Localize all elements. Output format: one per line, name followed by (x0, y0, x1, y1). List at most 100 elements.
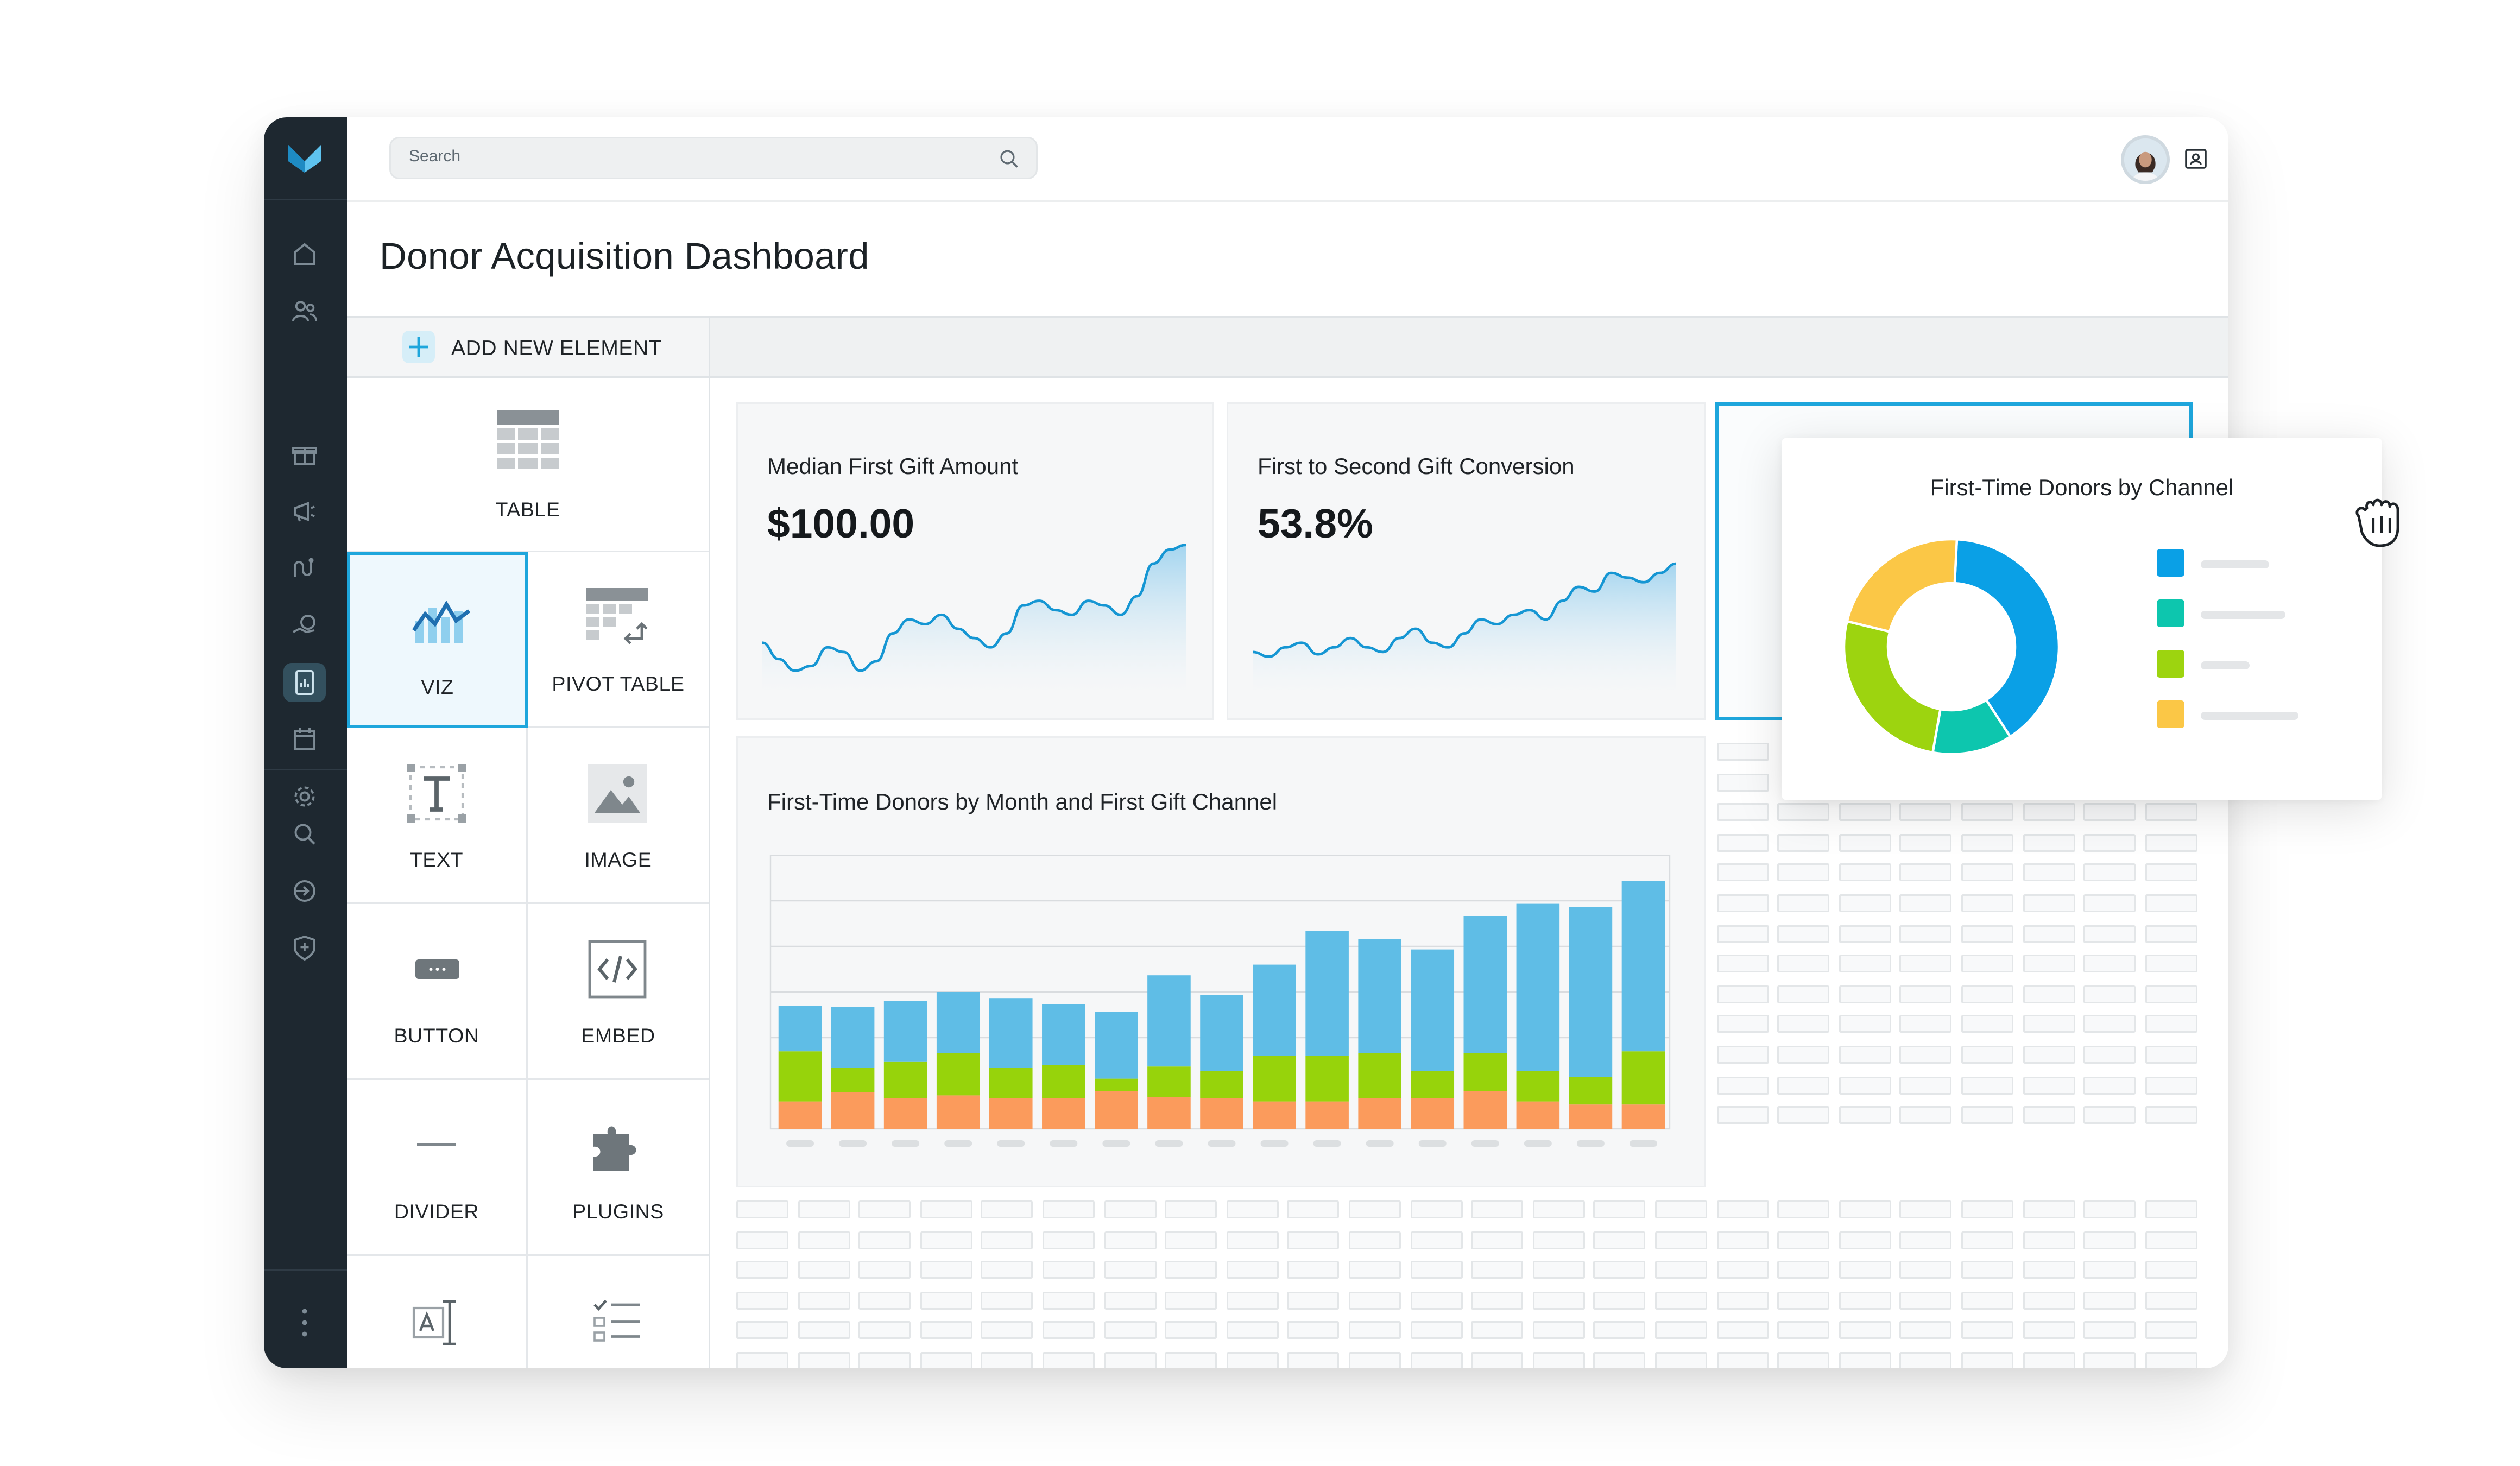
add-new-element-label: ADD NEW ELEMENT (451, 336, 662, 360)
bar-segment (778, 1101, 822, 1129)
bar-segment (1516, 1101, 1560, 1129)
grid-placeholder-cell (1716, 803, 1769, 822)
palette-item-input[interactable] (347, 1256, 528, 1368)
grid-placeholder-cell (1655, 1321, 1707, 1339)
grid-placeholder-cell (797, 1230, 850, 1249)
rail-divider (264, 1269, 347, 1271)
plus-icon (402, 331, 435, 363)
grid-placeholder-cell (2022, 1076, 2075, 1094)
grid-placeholder-cell (2083, 1015, 2136, 1034)
grid-placeholder-cell (981, 1351, 1034, 1368)
calendar-icon[interactable] (290, 725, 319, 754)
grid-placeholder-cell (1777, 894, 1830, 912)
import-icon[interactable] (290, 876, 319, 906)
contact-folder-icon[interactable] (2183, 145, 2209, 171)
grid-placeholder-cell (1043, 1351, 1095, 1368)
grid-placeholder-cell (2083, 1200, 2136, 1218)
people-icon[interactable] (290, 296, 319, 326)
palette-item-embed[interactable]: EMBED (528, 904, 709, 1080)
grid-placeholder-cell (2145, 1321, 2197, 1339)
settings-icon[interactable] (290, 782, 319, 811)
grid-placeholder-cell (1777, 985, 1830, 1003)
grid-placeholder-cell (1532, 1200, 1585, 1218)
palette-item-table[interactable]: TABLE (347, 378, 709, 552)
grid-placeholder-cell (1594, 1200, 1646, 1218)
sparkline-line (1252, 562, 1677, 658)
grid-placeholder-cell (1900, 1046, 1953, 1064)
grid-placeholder-cell (736, 1230, 788, 1249)
kpi-card-conversion[interactable]: First to Second Gift Conversion 53.8% (1227, 402, 1706, 720)
palette-item-viz[interactable]: VIZ (347, 552, 528, 728)
palette-item-text[interactable]: TEXT (347, 728, 528, 904)
bar-segment (883, 1001, 927, 1062)
bar-chart-card[interactable]: First-Time Donors by Month and First Gif… (736, 736, 1706, 1187)
dragging-donut-card[interactable]: First-Time Donors by Channel (1782, 438, 2382, 800)
grid-placeholder-cell (1839, 1015, 1891, 1034)
grid-placeholder-cell (1532, 1261, 1585, 1279)
grid-placeholder-cell (1900, 1351, 1953, 1368)
palette-item-plugins[interactable]: PLUGINS (528, 1080, 709, 1256)
grid-placeholder-cell (1777, 864, 1830, 882)
search-input[interactable]: Search (389, 137, 1038, 179)
grid-placeholder-cell (2145, 894, 2197, 912)
grid-placeholder-cell (1961, 1351, 2013, 1368)
grid-placeholder-cell (1532, 1291, 1585, 1309)
palette-item-checklist[interactable] (528, 1256, 709, 1368)
grid-placeholder-cell (1165, 1261, 1217, 1279)
grid-placeholder-cell (1777, 1351, 1830, 1368)
grid-placeholder-cell (1716, 1076, 1769, 1094)
grid-placeholder-cell (1777, 1015, 1830, 1034)
logo-icon[interactable] (287, 142, 323, 174)
legend-label-placeholder (2201, 712, 2298, 720)
grid-placeholder-cell (2145, 1351, 2197, 1368)
palette-item-button[interactable]: BUTTON (347, 904, 528, 1080)
add-new-element-button[interactable]: ADD NEW ELEMENT (347, 318, 710, 378)
grid-placeholder-cell (1594, 1230, 1646, 1249)
grid-placeholder-cell (1655, 1230, 1707, 1249)
shield-icon[interactable] (290, 933, 319, 963)
bar-segment (831, 1068, 875, 1092)
grid-placeholder-cell (1777, 1046, 1830, 1064)
embed-icon (588, 940, 647, 999)
grid-placeholder-cell (2145, 1076, 2197, 1094)
home-icon[interactable] (290, 239, 319, 269)
grid-placeholder-cell (1961, 894, 2013, 912)
sparkline-conversion (1252, 562, 1677, 694)
palette-item-pivot-table[interactable]: PIVOT TABLE (528, 552, 709, 728)
grid-placeholder-cell (981, 1200, 1034, 1218)
kpi-card-median-gift[interactable]: Median First Gift Amount $100.00 (736, 402, 1214, 720)
grid-placeholder-cell (1226, 1351, 1279, 1368)
grid-placeholder-cell (1165, 1321, 1217, 1339)
grid-placeholder-cell (1839, 1106, 1891, 1124)
more-icon[interactable] (300, 1306, 310, 1339)
search-icon[interactable] (999, 148, 1020, 169)
reports-icon[interactable] (290, 668, 319, 697)
avatar[interactable] (2121, 135, 2170, 184)
palette-item-image[interactable]: IMAGE (528, 728, 709, 904)
grid-placeholder-cell (2022, 1321, 2075, 1339)
megaphone-icon[interactable] (290, 497, 319, 526)
x-tick-placeholder (944, 1140, 972, 1147)
grid-placeholder-cell (1716, 1015, 1769, 1034)
legend-label-placeholder (2201, 560, 2269, 568)
grid-placeholder-cell (1226, 1230, 1279, 1249)
grid-placeholder-cell (2022, 985, 2075, 1003)
bar-segment (1253, 964, 1296, 1056)
legend-label-placeholder (2201, 611, 2285, 619)
kpi-title: First to Second Gift Conversion (1258, 453, 1575, 479)
gift-icon[interactable] (290, 440, 319, 469)
palette-item-divider[interactable]: DIVIDER (347, 1080, 528, 1256)
bar-segment (1147, 1066, 1191, 1097)
grid-placeholder-cell (2145, 985, 2197, 1003)
bar-segment (883, 1061, 927, 1098)
search-records-icon[interactable] (290, 819, 319, 849)
bar-segment (1569, 1077, 1613, 1105)
bar-segment (1358, 1098, 1401, 1129)
donation-icon[interactable] (290, 611, 319, 640)
toolbar-strip (710, 318, 2228, 378)
grid-placeholder-cell (736, 1200, 788, 1218)
grid-placeholder-cell (1777, 1321, 1830, 1339)
x-tick-placeholder (839, 1140, 867, 1147)
palette-item-label: BUTTON (394, 1025, 479, 1047)
journey-icon[interactable] (290, 554, 319, 583)
